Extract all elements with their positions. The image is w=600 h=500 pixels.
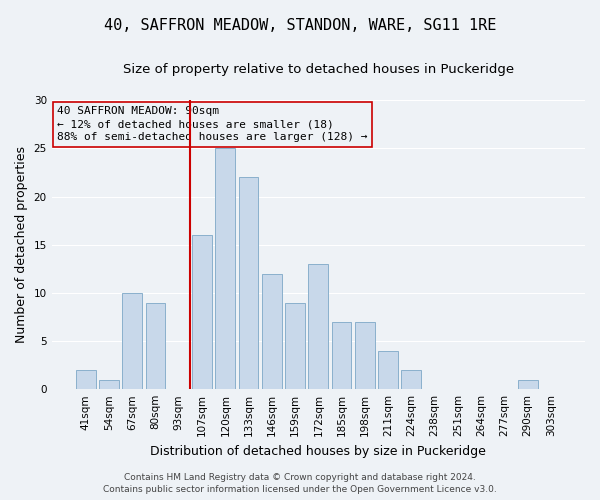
Bar [122, 293, 142, 389]
Bar [146, 302, 166, 389]
Bar [285, 302, 305, 389]
Text: 40 SAFFRON MEADOW: 90sqm
← 12% of detached houses are smaller (18)
88% of semi-d: 40 SAFFRON MEADOW: 90sqm ← 12% of detach… [57, 106, 367, 142]
Bar [518, 380, 538, 389]
Bar [262, 274, 282, 389]
Bar [215, 148, 235, 389]
Bar [401, 370, 421, 389]
Text: 40, SAFFRON MEADOW, STANDON, WARE, SG11 1RE: 40, SAFFRON MEADOW, STANDON, WARE, SG11 … [104, 18, 496, 32]
Title: Size of property relative to detached houses in Puckeridge: Size of property relative to detached ho… [123, 62, 514, 76]
Bar [192, 235, 212, 389]
Text: Contains HM Land Registry data © Crown copyright and database right 2024.
Contai: Contains HM Land Registry data © Crown c… [103, 472, 497, 494]
Bar [308, 264, 328, 389]
Bar [332, 322, 352, 389]
Bar [239, 178, 259, 389]
Bar [355, 322, 375, 389]
Bar [76, 370, 95, 389]
X-axis label: Distribution of detached houses by size in Puckeridge: Distribution of detached houses by size … [151, 444, 486, 458]
Bar [99, 380, 119, 389]
Bar [378, 350, 398, 389]
Y-axis label: Number of detached properties: Number of detached properties [15, 146, 28, 343]
